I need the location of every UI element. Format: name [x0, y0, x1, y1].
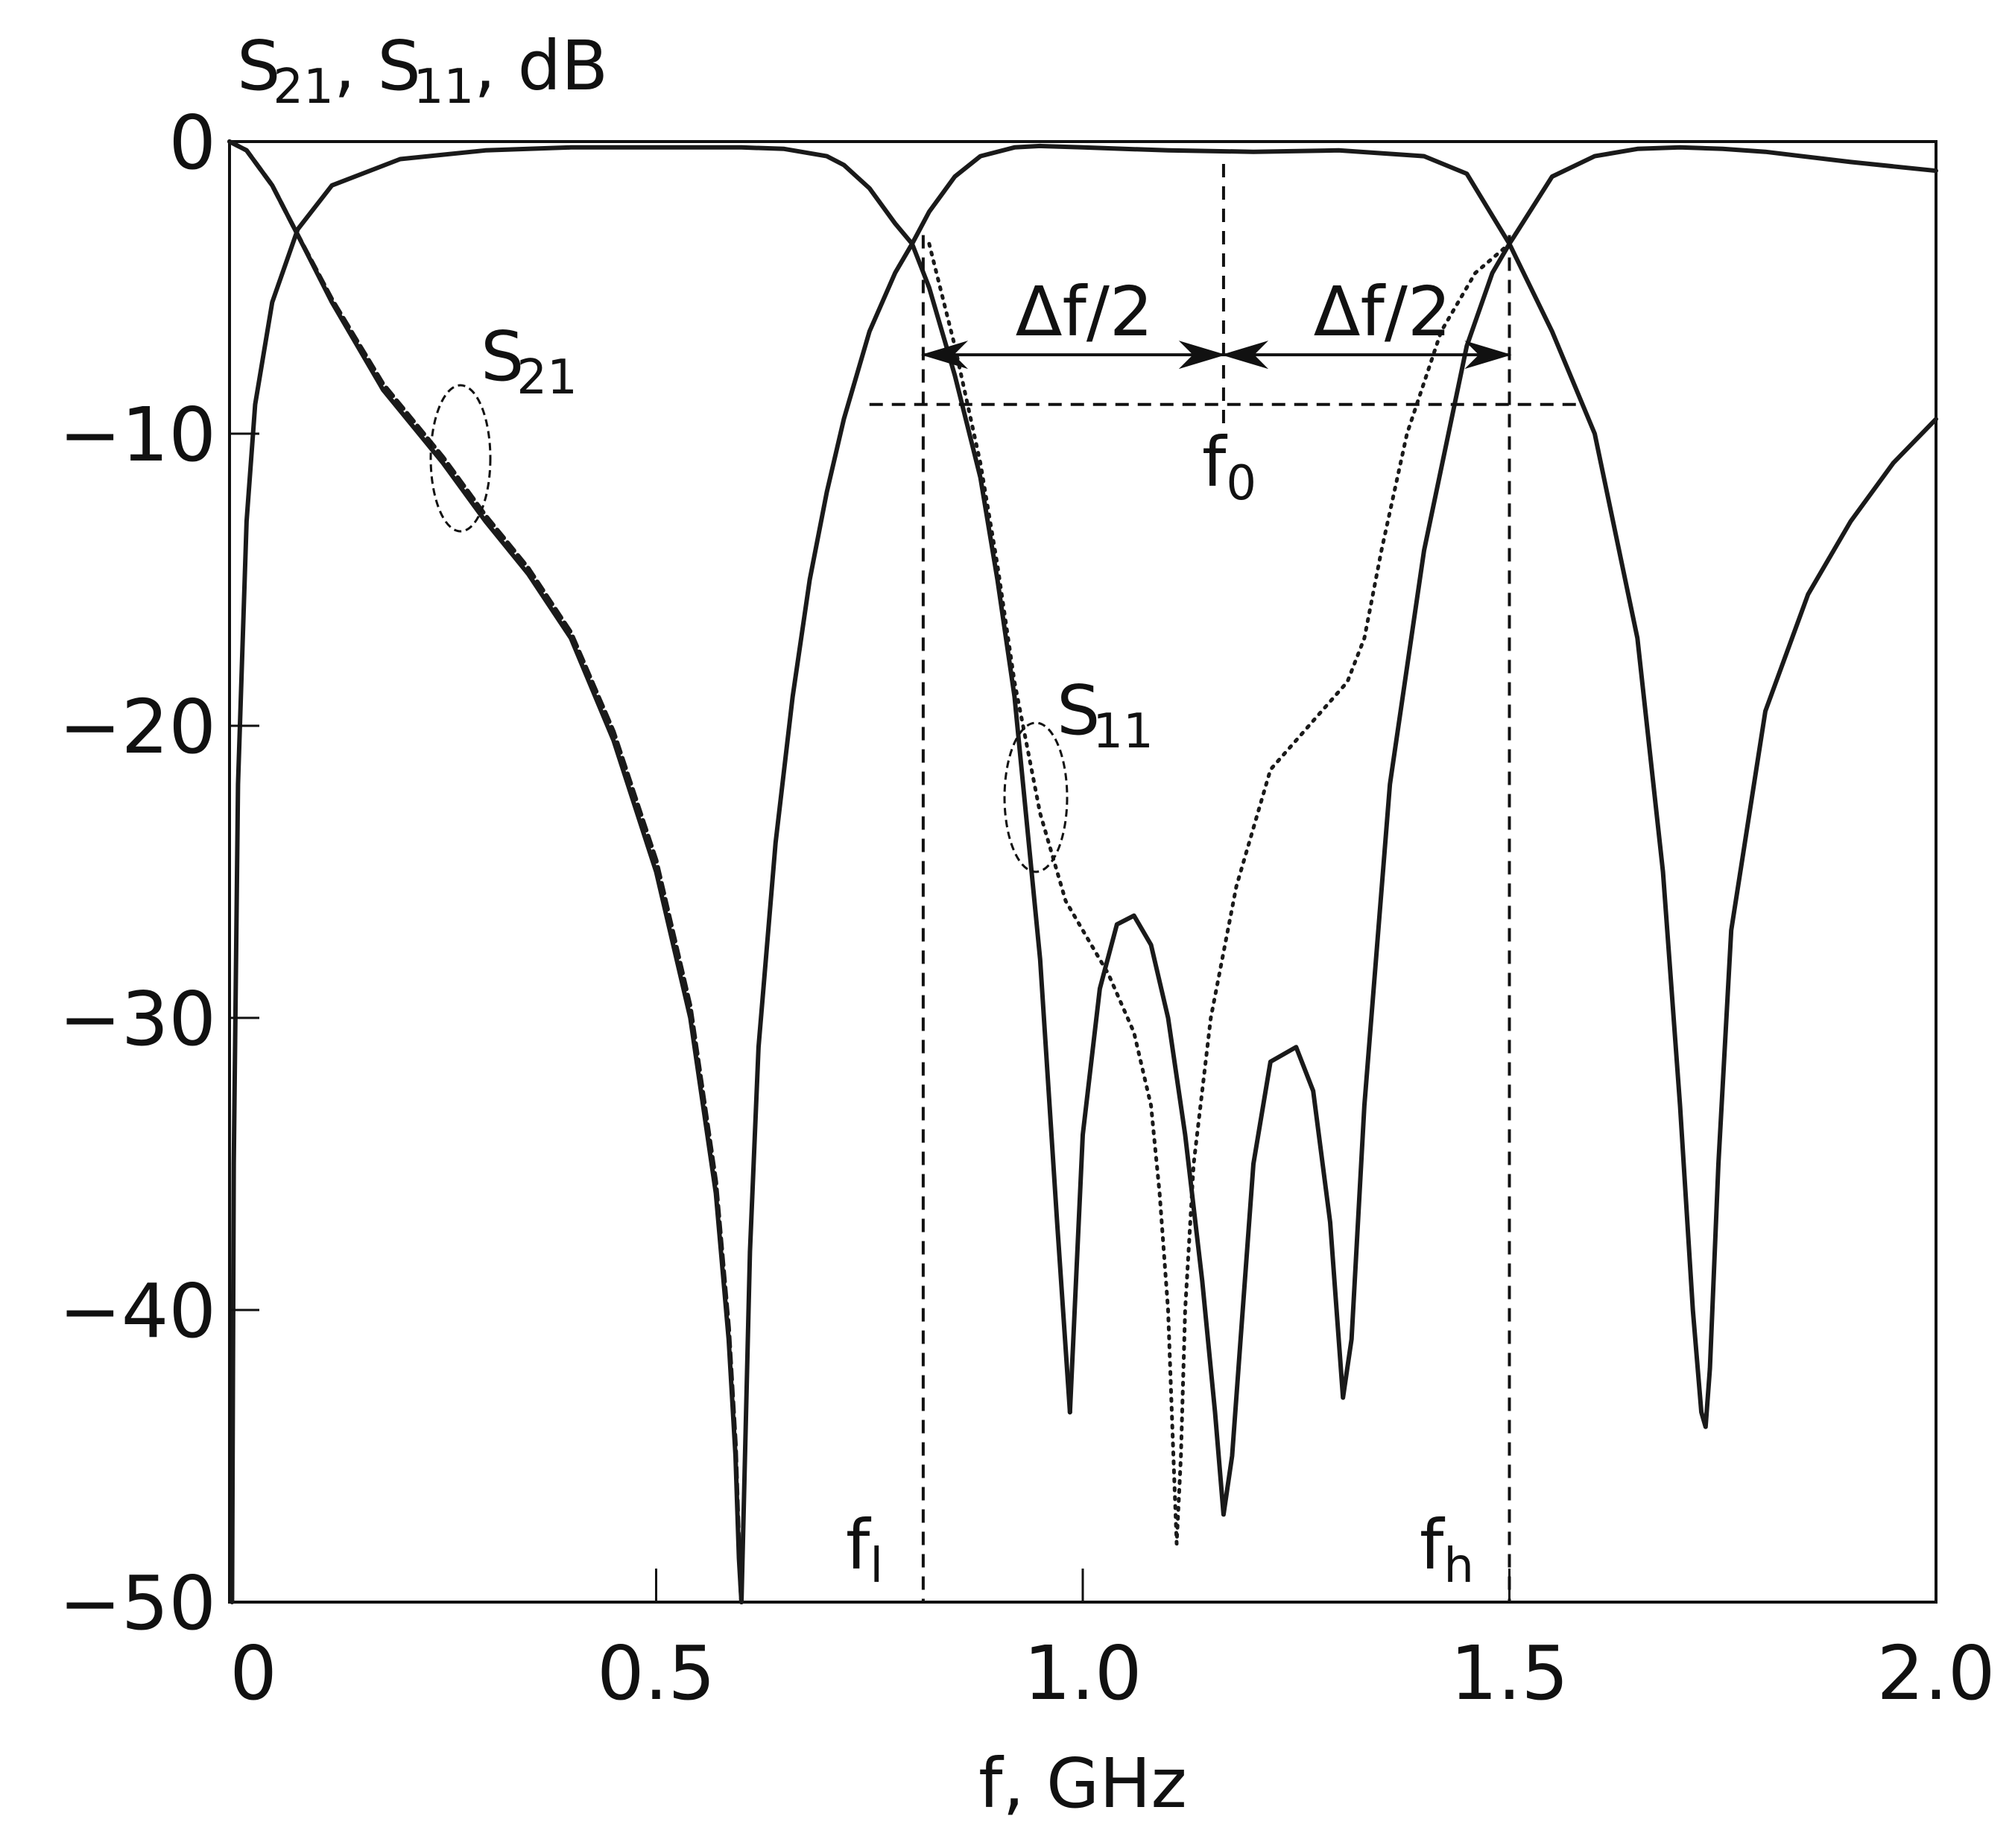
y-tick-label: 0 — [168, 99, 216, 186]
y-axis-label-subscript: 21 — [273, 60, 333, 115]
series-line-3 — [1067, 241, 1512, 1517]
x-tick-label: 0 — [230, 1630, 277, 1717]
annotation-fh: fh — [1420, 1505, 1474, 1594]
annotation-fl: fl — [846, 1505, 883, 1594]
series-line-7 — [1507, 145, 1938, 247]
annotation-f0: f0 — [1202, 423, 1256, 511]
y-tick-label: −20 — [59, 683, 216, 770]
s11-curve-marker-ellipse — [1003, 721, 1069, 873]
series-line-1 — [227, 139, 744, 1604]
x-tick-label: 2.0 — [1876, 1630, 1995, 1717]
marker-layer — [869, 164, 1578, 1602]
y-axis-label: S21, S11, dB — [237, 26, 608, 115]
y-axis-label-part: S — [237, 26, 280, 106]
series-line-4 — [927, 241, 1511, 1546]
y-axis-label-part: , S — [334, 26, 421, 106]
x-tick-label: 1.0 — [1023, 1630, 1142, 1717]
y-tick-label: −40 — [59, 1268, 216, 1355]
x-tick-label: 1.5 — [1450, 1630, 1569, 1717]
x-tick-label: 0.5 — [597, 1630, 715, 1717]
tick-layer: 0 0.5 1.0 1.5 2.0 0 −10 −20 −30 −40 −50 — [59, 99, 1996, 1717]
y-tick-label: −10 — [59, 391, 216, 478]
annotation-s21: S21 — [481, 317, 578, 405]
y-tick-label: −50 — [59, 1560, 216, 1647]
series-line-2 — [230, 145, 1072, 1604]
x-axis-label: f, GHz — [978, 1744, 1187, 1823]
series-line-5 — [1507, 241, 1938, 1429]
annotation-delta-f-half-right: Δf/2 — [1314, 272, 1452, 352]
s21-curve-marker-ellipse — [429, 384, 492, 533]
series-layer — [227, 139, 1938, 1604]
y-axis-label-part: , dB — [474, 26, 608, 106]
series-line-6 — [739, 143, 1512, 1604]
y-tick-label: −30 — [59, 975, 216, 1063]
y-axis-label-subscript: 11 — [414, 60, 474, 115]
annotation-delta-f-half-left: Δf/2 — [1016, 272, 1154, 352]
annotation-s11: S11 — [1057, 671, 1154, 759]
